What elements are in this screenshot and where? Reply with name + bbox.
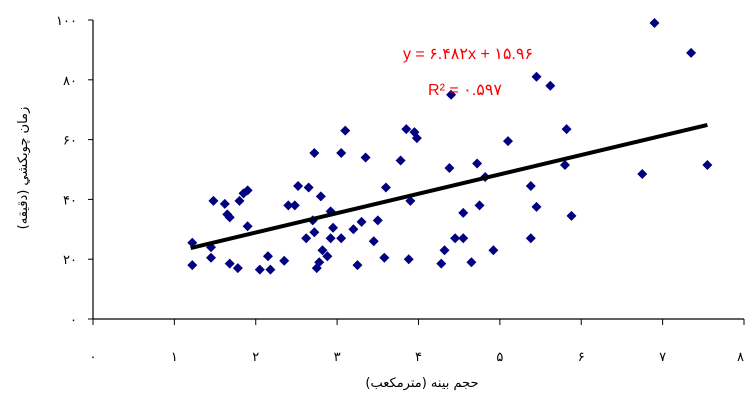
- x-tick-label: ۳: [334, 350, 341, 365]
- data-point: [531, 71, 542, 82]
- data-point: [702, 160, 713, 171]
- data-point: [450, 233, 461, 244]
- data-point: [279, 255, 290, 266]
- data-point: [336, 148, 347, 159]
- data-point: [559, 160, 570, 171]
- axis-ticks: ۰ ۲۰ ۴۰ ۶۰ ۸۰ ۱۰۰ ۰ ۱ ۲ ۳ ۴ ۵ ۶ ۷ ۸: [56, 14, 745, 365]
- data-point: [242, 185, 253, 196]
- data-point: [379, 252, 390, 263]
- data-point: [439, 245, 450, 256]
- data-point: [283, 200, 294, 211]
- data-point: [566, 210, 577, 221]
- data-point: [224, 212, 235, 223]
- data-point: [303, 182, 314, 193]
- data-point: [360, 152, 371, 163]
- data-point: [466, 257, 477, 268]
- x-tick-label: ۷: [659, 350, 666, 365]
- data-point: [219, 198, 230, 209]
- data-point: [545, 80, 556, 91]
- data-point: [254, 264, 265, 275]
- data-point: [436, 258, 447, 269]
- data-point: [446, 89, 457, 100]
- trendline-group: [190, 123, 708, 250]
- data-point: [352, 260, 363, 271]
- data-point: [322, 251, 333, 262]
- data-point: [637, 168, 648, 179]
- data-point: [301, 233, 312, 244]
- data-point: [340, 125, 351, 136]
- data-point: [411, 133, 422, 144]
- data-point: [187, 260, 198, 271]
- data-point: [224, 258, 235, 269]
- data-point: [525, 180, 536, 191]
- data-point: [348, 224, 359, 235]
- data-point: [289, 200, 300, 211]
- data-point: [503, 136, 514, 147]
- data-point: [208, 195, 219, 206]
- x-tick-label: ۴: [415, 350, 422, 365]
- data-point: [336, 233, 347, 244]
- data-point: [262, 251, 273, 262]
- data-point: [686, 47, 697, 58]
- data-point: [234, 195, 245, 206]
- data-point: [444, 163, 455, 174]
- data-point: [380, 182, 391, 193]
- y-tick-label: ۶۰: [63, 134, 77, 149]
- data-point: [488, 245, 499, 256]
- data-point: [325, 233, 336, 244]
- trendline-equation: y = ۶.۴۸۲x + ۱۵.۹۶: [403, 46, 533, 63]
- data-point: [356, 216, 367, 227]
- x-tick-label: ۲: [252, 350, 259, 365]
- axes: [92, 20, 744, 320]
- data-point: [242, 221, 253, 232]
- data-point: [232, 263, 243, 274]
- x-tick-label: ۶: [578, 350, 585, 365]
- data-point: [525, 233, 536, 244]
- y-tick-label: ۱۰۰: [56, 14, 77, 29]
- data-point: [405, 195, 416, 206]
- data-point: [309, 148, 320, 159]
- data-point: [372, 215, 383, 226]
- trendline: [190, 123, 708, 250]
- y-tick-label: ۲۰: [63, 253, 77, 268]
- data-point: [458, 233, 469, 244]
- data-point: [328, 222, 339, 233]
- y-tick-label: ۸۰: [63, 74, 77, 89]
- data-point: [309, 227, 320, 238]
- data-point: [401, 124, 412, 135]
- data-point: [265, 264, 276, 275]
- data-point: [561, 124, 572, 135]
- y-tick-label: ۴۰: [63, 193, 77, 208]
- data-point: [531, 201, 542, 212]
- x-tick-label: ۱: [171, 350, 178, 365]
- trendline-r-squared: R² = ۰.۵۹۷: [428, 82, 502, 99]
- data-point: [474, 200, 485, 211]
- data-point: [649, 17, 660, 28]
- data-point: [315, 191, 326, 202]
- x-tick-label: ۸: [737, 350, 744, 365]
- y-tick-label: ۰: [70, 313, 77, 328]
- data-point: [395, 155, 406, 166]
- x-tick-label: ۵: [496, 350, 503, 365]
- y-axis-title: زمان چوبكشي (دقيقه): [16, 107, 31, 230]
- data-point: [403, 254, 414, 265]
- data-point: [458, 207, 469, 218]
- data-point: [293, 180, 304, 191]
- data-point: [205, 252, 216, 263]
- x-tick-label: ۰: [90, 350, 97, 365]
- data-point: [472, 158, 483, 169]
- x-axis-title: حجم بينه (مترمكعب): [365, 376, 478, 391]
- data-points: [187, 17, 713, 275]
- data-point: [368, 236, 379, 247]
- data-point: [314, 257, 325, 268]
- data-point: [317, 245, 328, 256]
